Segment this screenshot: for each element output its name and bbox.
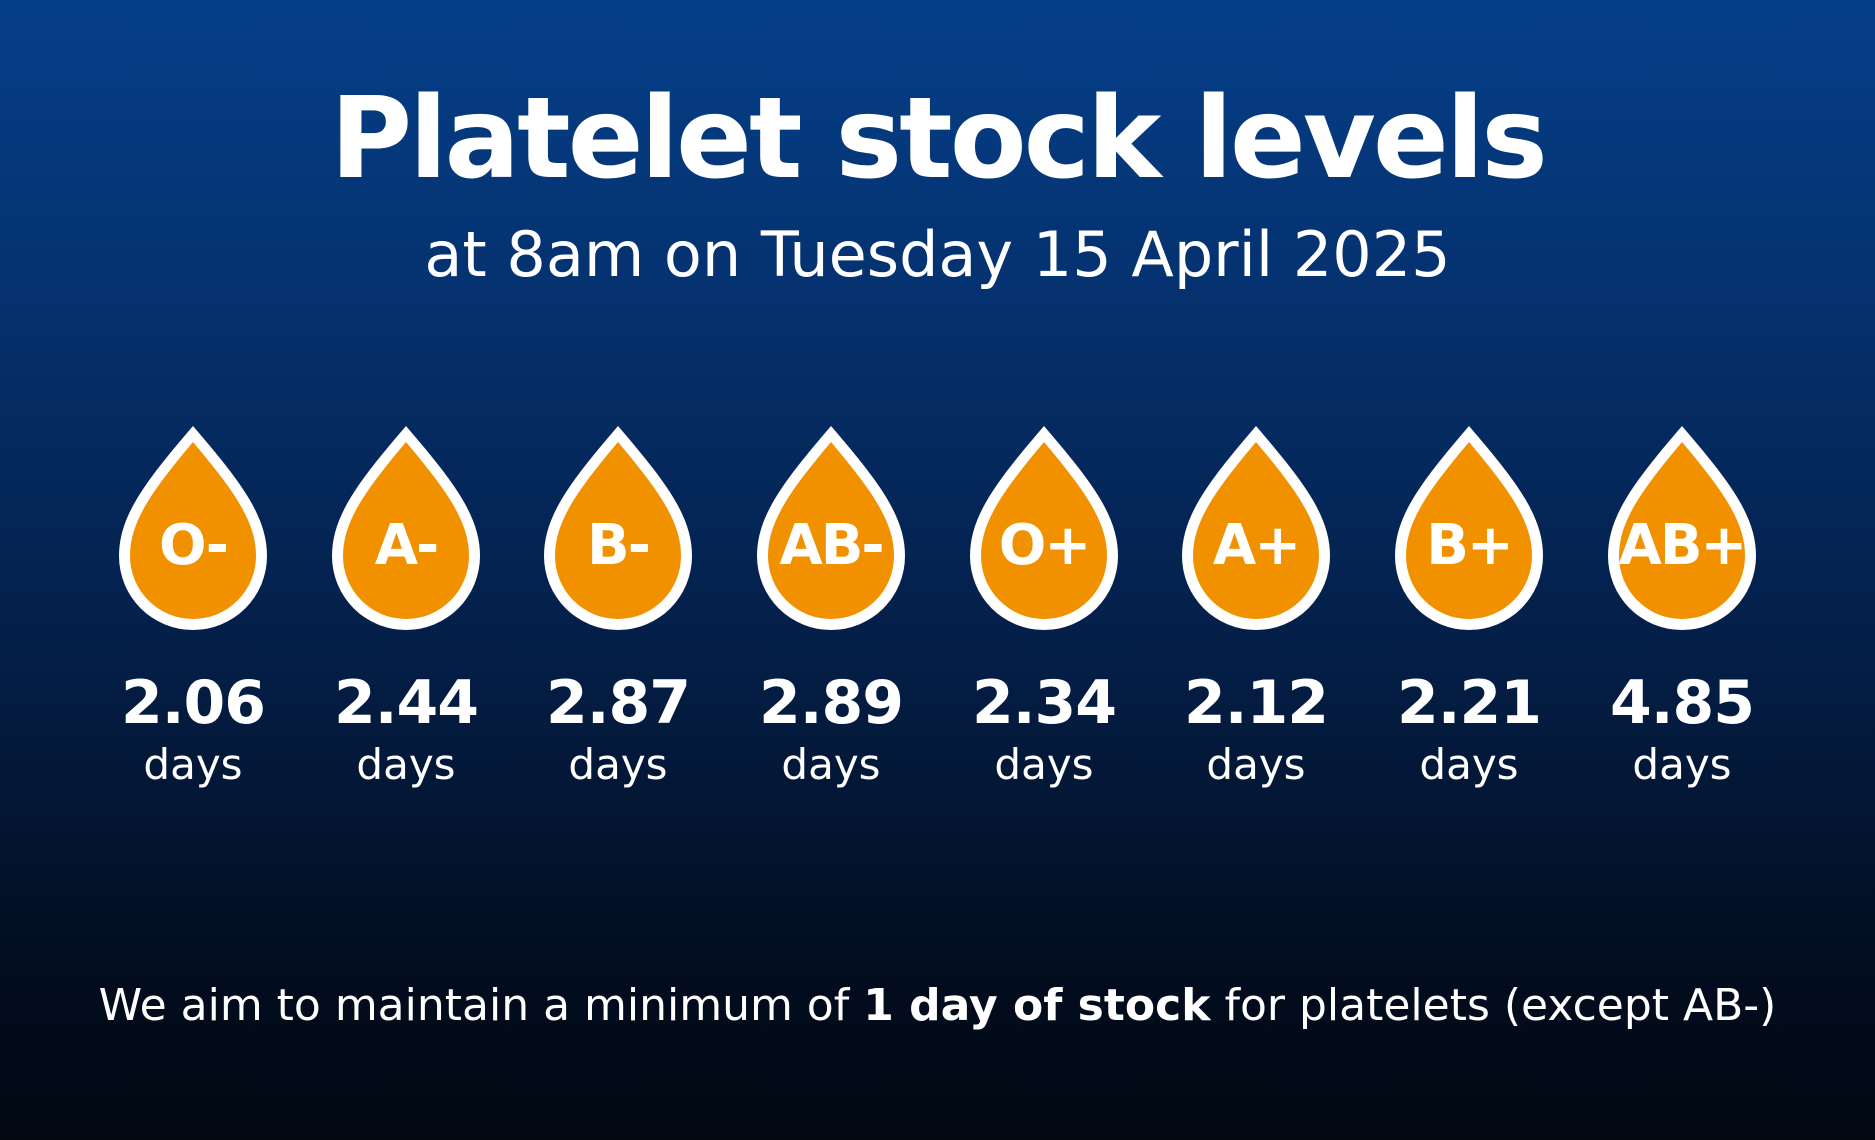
note-text-before: We aim to maintain a minimum of [98,980,864,1031]
blood-group-label: AB- [779,513,884,578]
drop-item-b-pos: B+ 2.21 days [1369,418,1569,798]
blood-group-list: O- 2.06 days A- 2.44 days B- 2.87 days [0,418,1875,818]
drop-item-b-neg: B- 2.87 days [518,418,718,798]
stock-days-value: 2.12 [1183,668,1329,738]
blood-drop-icon [757,426,905,630]
stock-days-value: 2.44 [333,668,479,738]
stock-days-value: 2.87 [545,668,691,738]
drop-item-o-neg: O- 2.06 days [93,418,293,798]
blood-drop-icon [970,426,1118,630]
blood-drop-icon [544,426,692,630]
stock-days-value: 4.85 [1609,668,1755,738]
stock-days-value: 2.89 [758,668,904,738]
drop-item-ab-pos: AB+ 4.85 days [1582,418,1782,798]
blood-group-label: A+ [1212,513,1301,578]
date-subtitle: at 8am on Tuesday 15 April 2025 [424,218,1451,291]
blood-drop-icon [332,426,480,630]
minimum-stock-note: We aim to maintain a minimum of 1 day of… [0,980,1875,1033]
stock-days-value: 2.21 [1396,668,1542,738]
blood-group-label: A- [374,513,440,578]
stock-days-unit: days [356,740,456,789]
blood-group-label: B- [587,513,651,578]
drop-item-ab-neg: AB- 2.89 days [731,418,931,798]
note-text-after: for platelets (except AB-) [1210,980,1777,1031]
drop-item-o-pos: O+ 2.34 days [944,418,1144,798]
blood-drop-icon [119,426,267,630]
stock-days-unit: days [143,740,243,789]
stock-days-unit: days [1632,740,1732,789]
stock-days-value: 2.06 [120,668,266,738]
stock-days-value: 2.34 [971,668,1117,738]
blood-group-label: B+ [1426,513,1514,578]
blood-group-label: AB+ [1618,513,1748,578]
stock-days-unit: days [1419,740,1519,789]
blood-group-label: O+ [998,513,1092,578]
blood-drop-icon [1182,426,1330,630]
stock-days-unit: days [1206,740,1306,789]
blood-drop-icon [1608,426,1756,630]
page-title: Platelet stock levels [330,74,1548,204]
stock-days-unit: days [568,740,668,789]
drop-item-a-pos: A+ 2.12 days [1156,418,1356,798]
stock-days-unit: days [781,740,881,789]
blood-group-label: O- [159,513,229,578]
drop-item-a-neg: A- 2.44 days [306,418,506,798]
blood-drop-icon [1395,426,1543,630]
note-text-bold: 1 day of stock [863,980,1211,1031]
stock-days-unit: days [994,740,1094,789]
